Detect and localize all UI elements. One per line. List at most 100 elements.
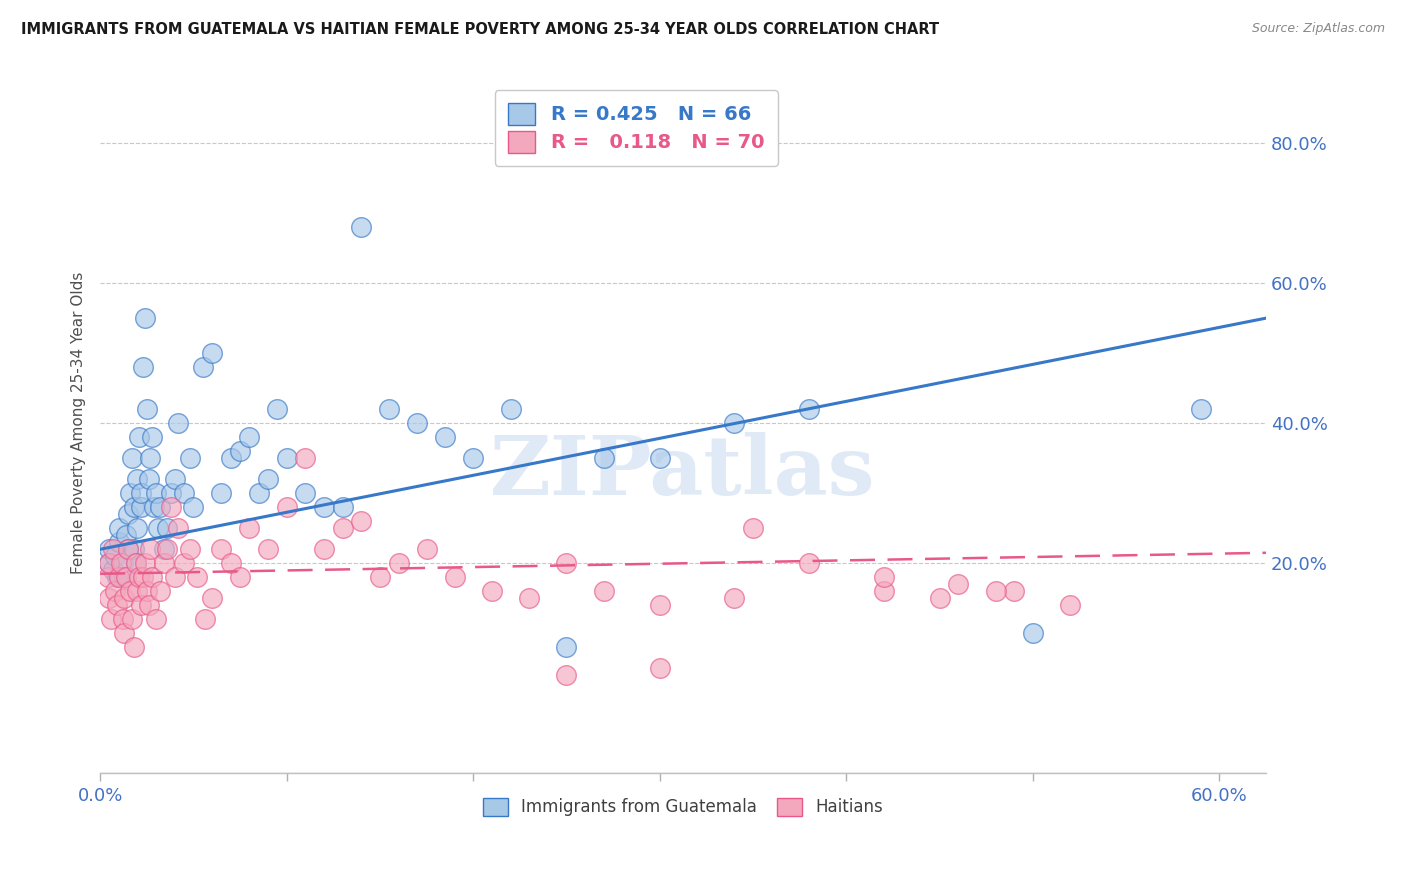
Point <box>648 599 671 613</box>
Point <box>1002 584 1025 599</box>
Point <box>742 521 765 535</box>
Point <box>122 640 145 655</box>
Point <box>98 542 121 557</box>
Point <box>156 521 179 535</box>
Point <box>146 521 169 535</box>
Point <box>434 430 457 444</box>
Point <box>201 346 224 360</box>
Point <box>723 416 745 430</box>
Point <box>100 612 122 626</box>
Point <box>332 500 354 515</box>
Point <box>111 556 134 570</box>
Point <box>948 577 970 591</box>
Point <box>928 591 950 606</box>
Point <box>105 599 128 613</box>
Point <box>138 472 160 486</box>
Point <box>97 570 120 584</box>
Point <box>276 500 298 515</box>
Point <box>247 486 270 500</box>
Point <box>797 556 820 570</box>
Point <box>98 591 121 606</box>
Point <box>387 556 409 570</box>
Point <box>115 570 138 584</box>
Point <box>132 570 155 584</box>
Point <box>122 500 145 515</box>
Point <box>127 521 149 535</box>
Point <box>122 542 145 557</box>
Point <box>149 584 172 599</box>
Point <box>139 451 162 466</box>
Point <box>167 416 190 430</box>
Point <box>219 451 242 466</box>
Point <box>107 570 129 584</box>
Point <box>145 486 167 500</box>
Point <box>872 584 894 599</box>
Point <box>128 430 150 444</box>
Point <box>135 584 157 599</box>
Point <box>499 402 522 417</box>
Point <box>209 486 232 500</box>
Point <box>98 556 121 570</box>
Point <box>517 591 540 606</box>
Point <box>238 521 260 535</box>
Point <box>368 570 391 584</box>
Point <box>592 584 614 599</box>
Text: IMMIGRANTS FROM GUATEMALA VS HAITIAN FEMALE POVERTY AMONG 25-34 YEAR OLDS CORREL: IMMIGRANTS FROM GUATEMALA VS HAITIAN FEM… <box>21 22 939 37</box>
Point <box>648 661 671 675</box>
Point <box>194 612 217 626</box>
Point <box>179 451 201 466</box>
Point <box>481 584 503 599</box>
Point <box>117 508 139 522</box>
Point <box>257 472 280 486</box>
Point <box>406 416 429 430</box>
Point <box>129 486 152 500</box>
Point <box>145 612 167 626</box>
Point <box>129 599 152 613</box>
Point <box>128 570 150 584</box>
Point <box>160 486 183 500</box>
Point <box>183 500 205 515</box>
Point <box>160 500 183 515</box>
Point <box>238 430 260 444</box>
Point <box>121 612 143 626</box>
Point <box>1022 626 1045 640</box>
Point <box>229 444 252 458</box>
Point <box>463 451 485 466</box>
Point <box>111 612 134 626</box>
Point <box>257 542 280 557</box>
Point <box>332 521 354 535</box>
Point <box>103 542 125 557</box>
Point <box>378 402 401 417</box>
Point <box>118 584 141 599</box>
Point <box>219 556 242 570</box>
Point <box>152 556 174 570</box>
Point <box>152 542 174 557</box>
Point <box>112 570 135 584</box>
Point <box>201 591 224 606</box>
Point <box>173 486 195 500</box>
Point <box>1059 599 1081 613</box>
Point <box>276 451 298 466</box>
Text: ZIPatlas: ZIPatlas <box>491 433 876 512</box>
Point <box>129 500 152 515</box>
Point <box>555 556 578 570</box>
Point <box>1189 402 1212 417</box>
Point <box>592 451 614 466</box>
Point <box>163 472 186 486</box>
Point <box>141 570 163 584</box>
Point <box>443 570 465 584</box>
Point <box>107 521 129 535</box>
Point <box>872 570 894 584</box>
Point <box>98 556 121 570</box>
Point <box>294 451 316 466</box>
Point <box>312 542 335 557</box>
Point <box>555 668 578 682</box>
Point <box>135 402 157 417</box>
Point <box>149 500 172 515</box>
Point <box>797 402 820 417</box>
Point <box>186 570 208 584</box>
Point <box>127 472 149 486</box>
Point <box>173 556 195 570</box>
Point <box>723 591 745 606</box>
Point <box>118 486 141 500</box>
